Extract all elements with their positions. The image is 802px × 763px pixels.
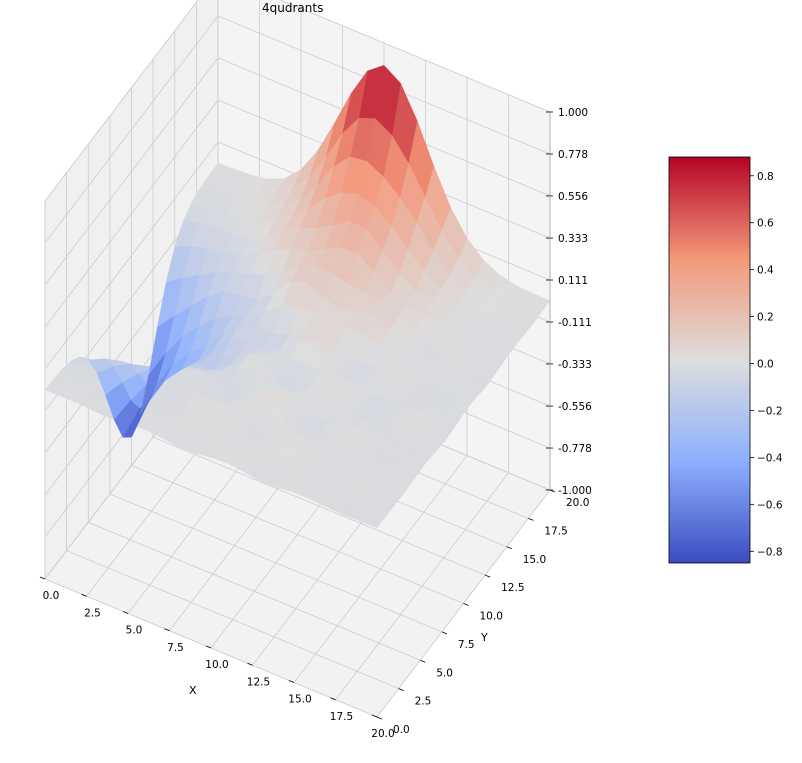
z-grid-line xyxy=(44,15,551,244)
x-tick-label: 15.0 xyxy=(288,694,311,706)
z-tick-label: -0.556 xyxy=(558,401,592,413)
x-tick-mark xyxy=(81,593,87,597)
x-tick-label: 0.0 xyxy=(43,590,60,602)
z-tick-label: -1.000 xyxy=(558,485,592,497)
z-grid-line xyxy=(44,0,551,202)
colorbar-tick-label: 0.6 xyxy=(757,218,774,230)
y-tick-label: 7.5 xyxy=(458,639,475,651)
x-tick-label: 2.5 xyxy=(84,607,101,619)
colorbar-gradient xyxy=(668,156,751,564)
y-tick-mark xyxy=(376,716,383,720)
y-tick-mark xyxy=(506,546,512,550)
z-tick-label: 1.000 xyxy=(558,107,588,119)
surface-plot xyxy=(44,64,551,528)
x-tick-label: 20.0 xyxy=(371,728,394,740)
colorbar-tick-label: −0.6 xyxy=(757,499,783,511)
y-axis-label: Y xyxy=(480,631,488,644)
z-tick-label: 0.333 xyxy=(558,233,588,245)
x-tick-mark xyxy=(371,714,378,718)
y-tick-mark xyxy=(420,659,426,663)
x-tick-mark xyxy=(122,611,129,614)
z-tick-label: 0.556 xyxy=(558,191,588,203)
x-tick-mark xyxy=(288,680,295,683)
x-tick-mark xyxy=(39,576,46,580)
y-tick-mark xyxy=(463,603,469,606)
x-tick-label: 7.5 xyxy=(167,642,184,654)
z-tick-label: -0.333 xyxy=(558,359,592,371)
y-tick-label: 15.0 xyxy=(523,554,546,566)
y-tick-mark xyxy=(528,518,534,521)
y-tick-label: 12.5 xyxy=(501,582,524,594)
y-tick-label: 10.0 xyxy=(480,611,503,623)
z-tick-label: -0.111 xyxy=(558,317,592,329)
z-tick-label: -0.778 xyxy=(558,443,592,455)
colorbar-tick-label: 0.8 xyxy=(757,171,774,183)
colorbar: 0.8 0.6 0.4 0.2 0.0 −0.2 −0.4 −0.6 −0.8 xyxy=(668,156,783,564)
z-tick-label: 0.111 xyxy=(558,275,588,287)
x-tick-mark xyxy=(164,628,170,632)
x-tick-label: 10.0 xyxy=(205,659,228,671)
colorbar-tick-label: −0.8 xyxy=(757,546,783,558)
y-tick-mark xyxy=(441,631,448,635)
z-grid-line xyxy=(44,57,551,286)
x-tick-label: 12.5 xyxy=(247,676,270,688)
y-tick-label: 20.0 xyxy=(566,497,589,509)
y-tick-label: 0.0 xyxy=(393,724,410,736)
y-tick-label: 17.5 xyxy=(544,525,567,537)
chart-title: 4qudrants xyxy=(262,1,323,15)
axis-ticks: 0.02.55.07.510.012.515.017.520.00.02.55.… xyxy=(39,107,592,740)
x-tick-label: 17.5 xyxy=(330,711,353,723)
surface-patch xyxy=(208,162,235,182)
x-tick-label: 5.0 xyxy=(126,625,143,637)
x-axis-label: X xyxy=(189,684,197,697)
colorbar-tick-label: 0.2 xyxy=(757,312,774,324)
y-tick-mark xyxy=(398,688,404,691)
z-tick-label: 0.778 xyxy=(558,149,588,161)
colorbar-tick-label: 0.0 xyxy=(757,359,774,371)
y-tick-label: 2.5 xyxy=(415,696,432,708)
colorbar-tick-label: −0.4 xyxy=(757,452,783,464)
x-tick-mark xyxy=(205,645,212,649)
y-tick-mark xyxy=(484,574,491,578)
x-tick-mark xyxy=(330,697,336,701)
x-tick-mark xyxy=(247,662,253,666)
colorbar-tick-label: −0.2 xyxy=(757,405,783,417)
colorbar-tick-label: 0.4 xyxy=(757,265,774,277)
y-tick-label: 5.0 xyxy=(436,667,453,679)
